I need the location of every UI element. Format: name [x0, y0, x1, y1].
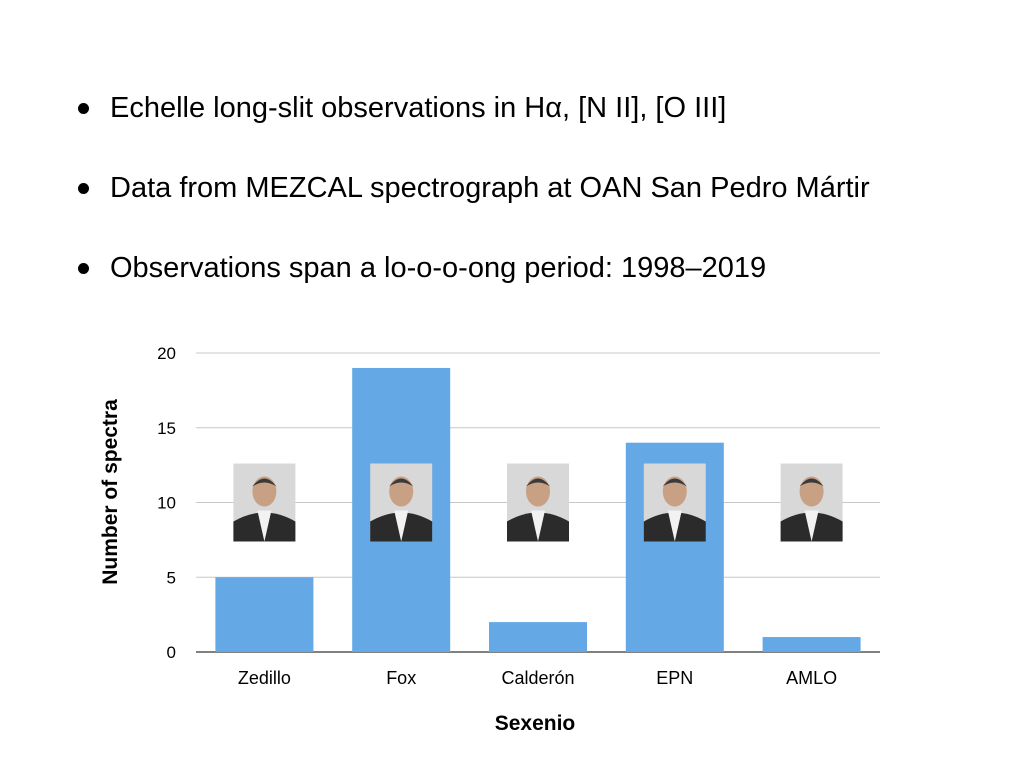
x-tick-labels: Zedillo Fox Calderón EPN AMLO — [238, 668, 837, 688]
portrait-shirt — [531, 510, 545, 542]
portrait-hair — [389, 478, 414, 487]
x-tick-label: Fox — [386, 668, 416, 688]
y-tick-labels: 0 5 10 15 20 — [157, 344, 176, 662]
portrait-face — [252, 476, 277, 507]
portrait-hair — [662, 478, 687, 487]
y-tick-label: 5 — [167, 568, 176, 587]
x-tick-label: Calderón — [501, 668, 574, 688]
bullet-text: Data from MEZCAL spectrograph at OAN San… — [110, 172, 870, 204]
portrait-shirt — [667, 510, 682, 542]
bullet-dot — [78, 263, 89, 274]
bullet-dot — [78, 183, 89, 194]
bullet-text: Observations span a lo-o-o-ong period: 1… — [110, 252, 767, 284]
y-tick-label: 10 — [157, 494, 176, 513]
bullet-item: Data from MEZCAL spectrograph at OAN San… — [76, 168, 996, 208]
portrait-face — [389, 476, 414, 507]
y-tick-label: 15 — [157, 419, 176, 438]
bar — [489, 622, 587, 652]
y-tick-label: 20 — [157, 344, 176, 363]
y-tick-label: 0 — [167, 643, 176, 662]
bullet-text: Echelle long-slit observations in Hα, [N… — [110, 92, 727, 124]
bullet-item: Echelle long-slit observations in Hα, [N… — [76, 88, 996, 128]
x-tick-label: AMLO — [786, 668, 837, 688]
bars — [215, 367, 861, 652]
x-tick-label: EPN — [656, 668, 693, 688]
portrait-shirt — [394, 510, 409, 542]
bullet-item: Observations span a lo-o-o-ong period: 1… — [76, 248, 996, 288]
y-axis-label: Number of spectra — [99, 399, 122, 585]
bullet-list: Echelle long-slit observations in Hα, [N… — [76, 88, 996, 328]
portrait-icon — [370, 463, 433, 542]
portrait-icon — [507, 463, 569, 542]
portraits — [233, 463, 843, 542]
portrait-face — [799, 476, 824, 507]
portrait-hair — [526, 478, 550, 487]
bullet-dot — [78, 103, 89, 114]
portrait-icon — [780, 463, 843, 542]
portrait-icon — [643, 463, 706, 542]
portrait-face — [662, 476, 687, 507]
portrait-hair — [799, 478, 824, 487]
x-tick-label: Zedillo — [238, 668, 291, 688]
portrait-shirt — [804, 510, 819, 542]
portrait-hair — [252, 478, 277, 487]
bar — [762, 637, 861, 652]
portrait-face — [526, 476, 550, 507]
portrait-shirt — [257, 510, 272, 542]
bar — [215, 577, 314, 652]
x-axis-label: Sexenio — [495, 712, 576, 735]
portrait-icon — [233, 463, 296, 542]
